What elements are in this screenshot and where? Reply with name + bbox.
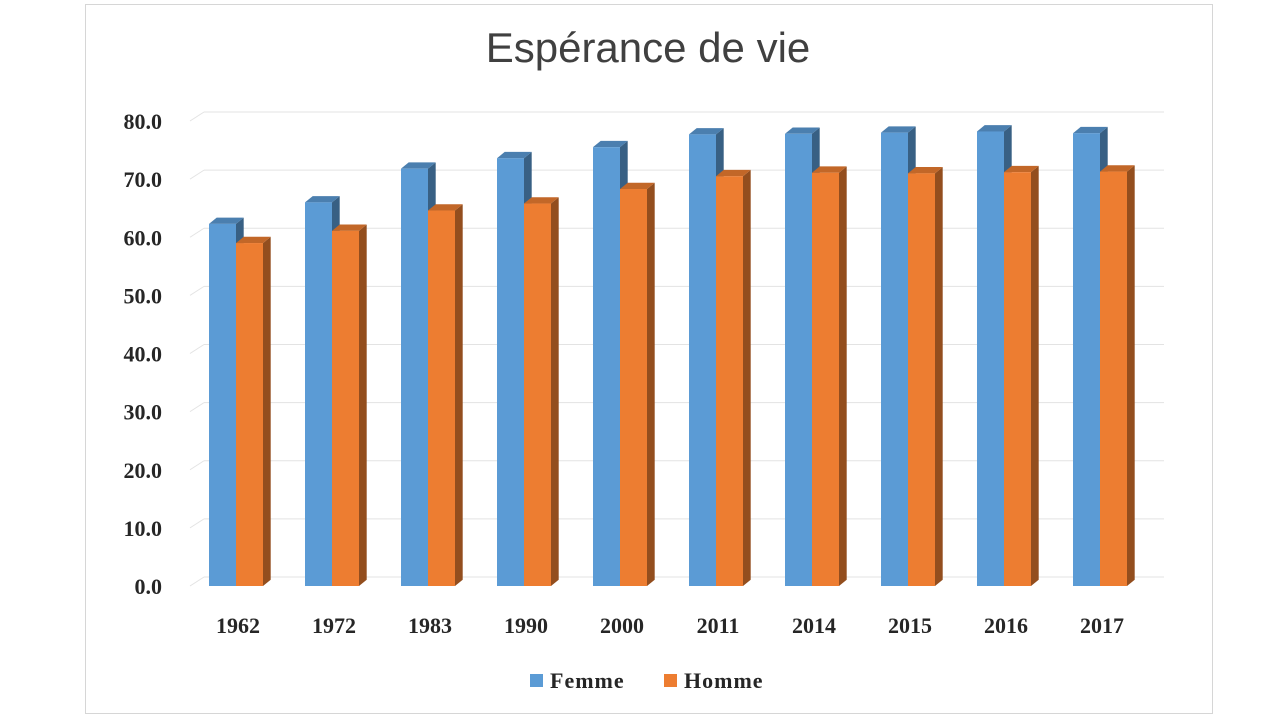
- y-tick-label: 80.0: [124, 109, 163, 134]
- gridline-diag: [189, 518, 205, 529]
- legend-label-femme: Femme: [550, 668, 625, 693]
- bar-homme-2017: [1100, 165, 1135, 587]
- bar-front: [881, 132, 908, 586]
- bar-homme-1983: [428, 204, 463, 586]
- bar-top: [428, 204, 463, 211]
- bar-front: [620, 189, 647, 586]
- bar-front: [716, 176, 743, 586]
- bar-side: [455, 204, 463, 586]
- bar-top: [689, 128, 724, 135]
- x-tick-label: 2017: [1080, 613, 1124, 638]
- bar-top: [1100, 165, 1135, 172]
- bar-side: [551, 197, 559, 587]
- x-tick-label: 2011: [697, 613, 740, 638]
- legend-swatch-homme: [664, 674, 677, 687]
- bar-homme-2000: [620, 182, 655, 587]
- bar-side: [647, 182, 655, 587]
- y-tick-label: 30.0: [124, 400, 163, 425]
- bar-side: [1031, 165, 1039, 586]
- gridline-diag: [189, 227, 205, 238]
- bar-top: [977, 125, 1012, 132]
- bar-homme-2011: [716, 169, 751, 586]
- bar-front: [209, 223, 236, 586]
- bar-front: [977, 131, 1004, 586]
- x-tick-label: 1962: [216, 613, 260, 638]
- bar-top: [401, 162, 436, 169]
- gridline-diag: [189, 576, 205, 587]
- bar-top: [209, 217, 244, 224]
- y-tick-label: 20.0: [124, 458, 163, 483]
- bar-homme-2016: [1004, 165, 1039, 586]
- y-tick-label: 0.0: [135, 574, 163, 599]
- y-tick-label: 70.0: [124, 167, 163, 192]
- bar-side: [839, 166, 847, 586]
- bar-front: [1004, 172, 1031, 586]
- gridline-diag: [189, 111, 205, 122]
- y-tick-label: 50.0: [124, 283, 163, 308]
- x-tick-label: 2014: [792, 613, 836, 638]
- bar-front: [1073, 133, 1100, 587]
- legend: Femme Homme: [530, 668, 764, 693]
- gridline-diag: [189, 169, 205, 180]
- bar-front: [812, 172, 839, 586]
- bar-top: [1004, 165, 1039, 173]
- bar-top: [908, 167, 943, 174]
- bar-top: [593, 140, 628, 148]
- bar-side: [935, 167, 943, 586]
- bar-homme-1972: [332, 224, 367, 586]
- bars: [209, 125, 1135, 587]
- bar-front: [497, 158, 524, 586]
- y-tick-label: 60.0: [124, 225, 163, 250]
- bar-front: [305, 202, 332, 586]
- x-tick-label: 2016: [984, 613, 1028, 638]
- bar-front: [689, 134, 716, 586]
- bar-top: [524, 197, 559, 204]
- bar-top: [497, 151, 532, 159]
- bar-front: [524, 203, 551, 586]
- bar-top: [332, 224, 367, 231]
- x-tick-label: 2015: [888, 613, 932, 638]
- bar-homme-2014: [812, 166, 847, 586]
- bar-top: [1073, 126, 1108, 134]
- bar-top: [785, 127, 820, 134]
- y-tick-label: 10.0: [124, 516, 163, 541]
- bar-top: [236, 236, 271, 244]
- legend-label-homme: Homme: [684, 668, 764, 693]
- bar-top: [812, 166, 847, 173]
- legend-swatch-femme: [530, 674, 543, 687]
- bar-top: [305, 196, 340, 203]
- x-tick-label: 1983: [408, 613, 452, 638]
- bar-front: [332, 230, 359, 586]
- bar-side: [743, 169, 751, 586]
- bar-front: [1100, 171, 1127, 586]
- bar-front: [908, 173, 935, 586]
- y-axis-ticks: 0.0 10.0 20.0 30.0 40.0 50.0 60.0 70.0 80.0: [124, 109, 163, 599]
- bar-homme-1990: [524, 197, 559, 587]
- gridline-diag: [189, 402, 205, 413]
- x-axis-ticks: 1962 1972 1983 1990 2000 2011 2014 2015 2016 2017: [216, 613, 1124, 638]
- bar-front: [236, 243, 263, 586]
- bar-side: [263, 236, 271, 586]
- bar-homme-1962: [236, 236, 271, 586]
- bar-top: [881, 126, 916, 133]
- bar-top: [716, 169, 751, 177]
- gridline-diag: [189, 344, 205, 354]
- x-tick-label: 1972: [312, 613, 356, 638]
- bar-top: [620, 182, 655, 190]
- x-tick-label: 1990: [504, 613, 548, 638]
- bar-homme-2015: [908, 167, 943, 586]
- bar-side: [1127, 165, 1135, 587]
- gridline-diag: [189, 285, 205, 296]
- bar-front: [785, 133, 812, 586]
- y-tick-label: 40.0: [124, 342, 163, 367]
- chart-title: Espérance de vie: [486, 24, 811, 71]
- bar-side: [359, 224, 367, 586]
- bar-front: [428, 210, 455, 586]
- x-tick-label: 2000: [600, 613, 644, 638]
- gridline-diag: [189, 460, 205, 471]
- bar-front: [593, 147, 620, 586]
- bar-front: [401, 168, 428, 586]
